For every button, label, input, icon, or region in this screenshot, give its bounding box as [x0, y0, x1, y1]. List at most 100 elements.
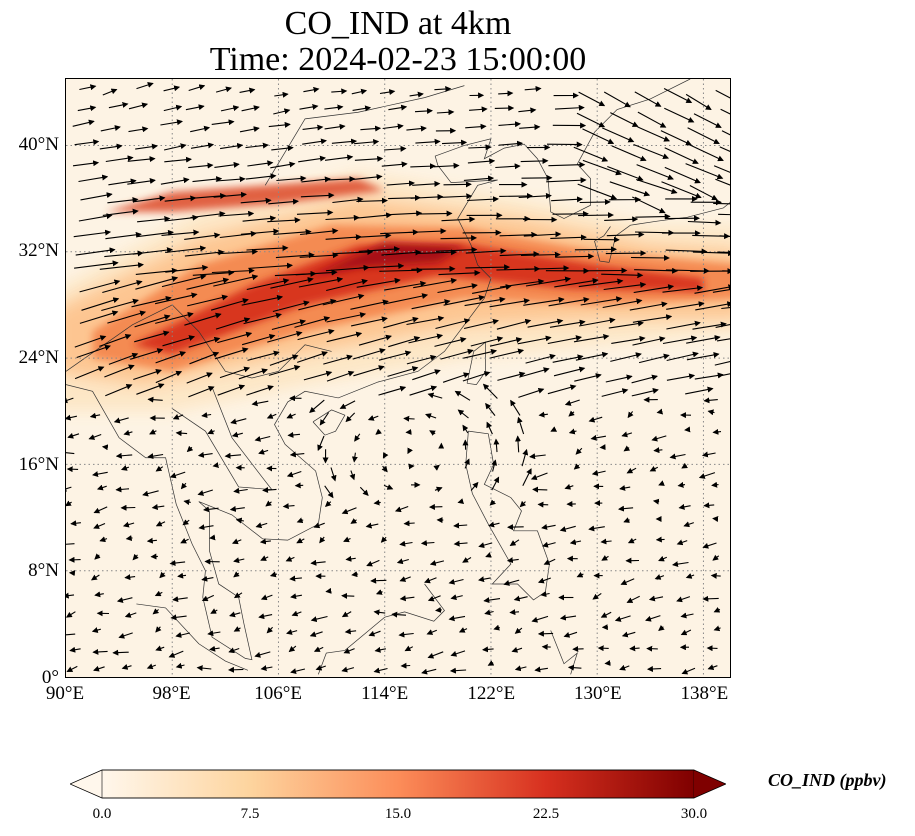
wind-arrow-355 [588, 416, 603, 423]
wind-arrow-328 [517, 416, 525, 435]
wind-arrow-560 [299, 252, 339, 259]
wind-arrow-266 [120, 465, 130, 471]
wind-arrow-467 [383, 316, 419, 329]
wind-arrow-395 [387, 366, 419, 377]
wind-arrow-14 [449, 667, 467, 674]
wind-arrow-505 [102, 279, 143, 294]
wind-arrow-7 [260, 665, 273, 671]
wind-arrow-778 [351, 88, 368, 95]
wind-arrow-314 [123, 429, 133, 436]
wind-arrow-232 [519, 500, 527, 508]
wind-arrow-486 [241, 294, 284, 306]
wind-arrow-638 [467, 196, 499, 203]
wind-arrow-303 [493, 438, 500, 453]
wind-arrow-732 [406, 125, 427, 132]
wind-arrow-11 [373, 667, 388, 674]
wind-arrow-195 [155, 520, 166, 527]
wind-arrow-76 [170, 614, 187, 621]
wind-arrow-326 [462, 424, 469, 434]
colorbar-extend-max [694, 770, 726, 798]
wind-arrow-580 [184, 232, 221, 240]
wind-arrow-337 [89, 412, 101, 419]
wind-arrow-122 [124, 574, 136, 581]
wind-arrow-313 [88, 433, 102, 440]
wind-arrow-700 [190, 142, 215, 149]
wind-arrow-359 [707, 409, 715, 416]
wind-arrow-670 [689, 185, 718, 201]
wind-arrow-181 [420, 540, 435, 547]
wind-arrow-754 [352, 105, 372, 112]
wind-arrow-226 [341, 507, 357, 515]
wind-arrow-92 [614, 615, 631, 622]
wind-arrow-210 [559, 525, 576, 532]
wind-arrow-240 [66, 485, 72, 492]
wind-arrow-445 [434, 336, 467, 347]
wind-arrow-148 [169, 560, 186, 567]
wind-arrow-432 [74, 335, 107, 348]
wind-arrow-196 [182, 519, 190, 526]
wind-arrow-105 [325, 587, 332, 594]
map-title-line1: CO_IND at 4km [284, 5, 512, 42]
wind-arrow-245 [197, 489, 213, 496]
wind-arrow-605 [218, 210, 255, 217]
wind-arrow-134 [448, 578, 464, 585]
wind-arrow-538 [359, 263, 405, 270]
wind-arrow-319 [254, 435, 271, 442]
wind-arrow-607 [267, 217, 301, 224]
wind-arrow-26 [112, 649, 129, 656]
wind-arrow-503 [721, 306, 730, 310]
wind-arrow-146 [132, 553, 139, 561]
wind-arrow-386 [133, 369, 162, 381]
wind-arrow-752 [299, 103, 319, 110]
wind-arrow-680 [298, 155, 326, 163]
wind-arrow-299 [382, 452, 389, 459]
wind-arrow-516 [413, 277, 458, 289]
wind-arrow-5 [196, 665, 212, 672]
wind-arrow-415 [269, 354, 299, 366]
wind-arrow-321 [317, 435, 325, 452]
lon-tick-label: 114°E [361, 683, 409, 704]
wind-arrow-90 [559, 614, 577, 621]
wind-arrow-761 [554, 104, 585, 111]
wind-arrow-493 [443, 294, 485, 306]
wind-arrow-4 [175, 662, 185, 669]
colorbar-tick-label: 7.5 [240, 806, 260, 822]
wind-arrow-748 [185, 104, 205, 111]
wind-arrow-111 [483, 597, 501, 604]
wind-arrow-124 [177, 572, 187, 579]
wind-arrow-460 [184, 312, 222, 326]
wind-arrow-640 [518, 192, 552, 199]
wind-arrow-504 [79, 279, 121, 293]
wind-arrow-567 [499, 251, 540, 258]
wind-arrow-428 [638, 353, 670, 364]
wind-arrow-27 [155, 645, 165, 652]
wind-arrow-289 [101, 444, 109, 451]
wind-arrow-666 [577, 183, 618, 200]
lon-tick-label: 138°E [680, 683, 729, 704]
wind-arrow-480 [81, 297, 120, 311]
wind-arrow-296 [289, 451, 305, 458]
wind-arrow-32 [288, 645, 297, 653]
wind-arrow-18 [567, 664, 582, 671]
wind-arrow-382 [685, 386, 714, 395]
wind-arrow-534 [248, 262, 293, 269]
wind-arrow-141 [654, 574, 665, 580]
wind-arrow-488 [298, 298, 337, 311]
wind-arrow-394 [353, 365, 385, 377]
wind-arrow-462 [243, 312, 282, 325]
wind-arrow-85 [435, 606, 442, 613]
wind-arrow-641 [551, 196, 583, 203]
wind-arrow-171 [146, 537, 157, 544]
wind-arrow-766 [693, 113, 722, 128]
wind-arrow-554 [132, 247, 173, 255]
wind-arrow-309 [653, 447, 663, 454]
wind-arrow-237 [652, 498, 660, 505]
wind-arrow-633 [332, 196, 364, 204]
wind-arrow-298 [351, 452, 358, 463]
wind-arrow-416 [297, 351, 328, 363]
wind-arrow-151 [260, 555, 269, 561]
wind-arrow-64 [514, 627, 523, 634]
wind-arrow-452 [632, 336, 666, 346]
wind-arrow-609 [325, 214, 360, 221]
wind-arrow-622 [687, 219, 722, 226]
